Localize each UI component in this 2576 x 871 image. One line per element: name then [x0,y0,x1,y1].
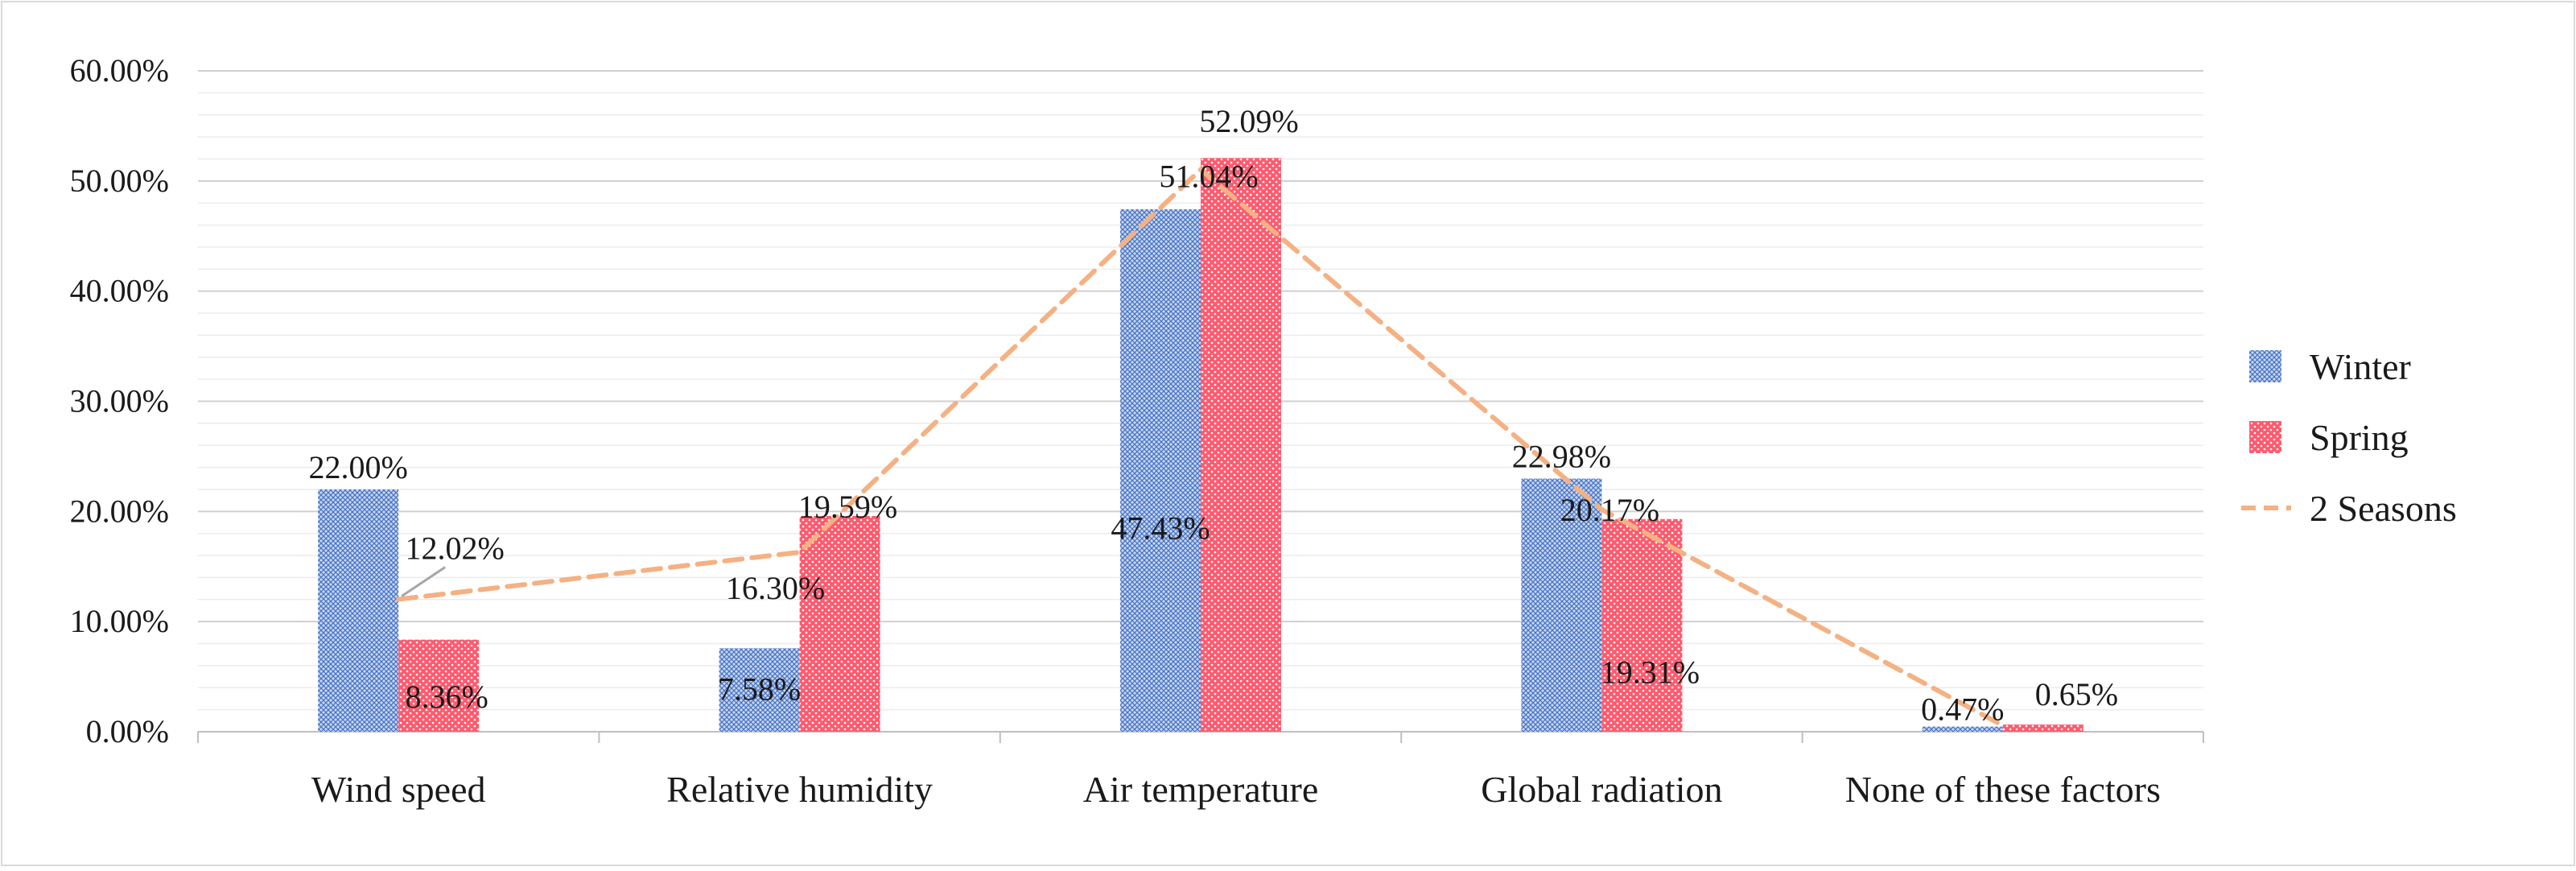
y-tick-label: 30.00% [70,383,169,419]
winter-data-label: 0.47% [1921,691,2004,728]
legend-item-winter: Winter [2249,346,2411,387]
y-tick-label: 60.00% [70,52,169,89]
spring-data-label: 8.36% [406,679,488,715]
legend-swatch [2249,350,2281,382]
spring-data-label: 0.65% [2035,676,2118,712]
spring-data-label: 52.09% [1199,103,1298,139]
winter-bar [318,489,398,732]
y-tick-label: 40.00% [70,273,169,309]
winter-bar [1120,209,1201,732]
y-tick-label: 0.00% [86,713,169,749]
y-tick-label: 20.00% [70,493,169,529]
x-tick-label: Global radiation [1481,769,1722,810]
spring-data-label: 19.31% [1601,654,1700,690]
two-seasons-data-label: 51.04% [1159,159,1258,195]
two-seasons-data-label: 12.02% [406,530,505,567]
spring-bar [800,516,880,732]
y-tick-label: 50.00% [70,163,169,199]
x-tick-label: None of these factors [1845,769,2161,810]
spring-bar [1601,519,1682,732]
winter-data-label: 47.43% [1111,510,1210,546]
legend-label: Winter [2310,346,2411,387]
legend-label: 2 Seasons [2310,488,2457,529]
winter-data-label: 22.00% [309,449,408,485]
two-seasons-data-label: 20.17% [1560,492,1659,528]
spring-data-label: 19.59% [798,489,897,525]
y-tick-label: 10.00% [70,603,169,639]
x-tick-label: Relative humidity [666,769,933,810]
x-tick-label: Air temperature [1083,769,1318,810]
legend-item-spring: Spring [2249,417,2409,458]
spring-bar [2003,724,2083,732]
winter-data-label: 7.58% [718,671,801,707]
two-seasons-data-label: 16.30% [726,570,825,606]
x-tick-label: Wind speed [311,769,486,810]
legend-swatch [2249,421,2281,453]
winter-data-label: 22.98% [1512,439,1611,475]
spring-bar [1201,158,1281,732]
legend-label: Spring [2310,417,2409,458]
